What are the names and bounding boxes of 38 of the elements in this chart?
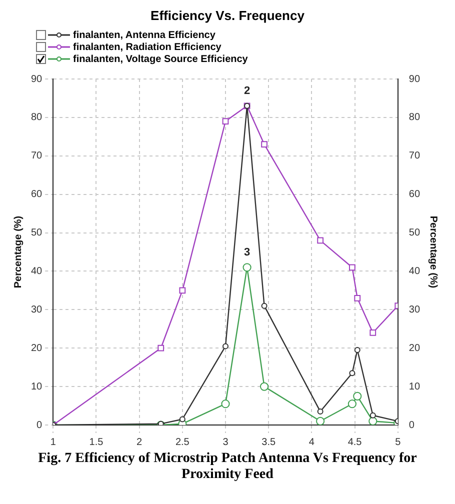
x-tick-label: 4.5 [348,436,362,448]
caption: Fig. 7 Efficiency of Microstrip Patch Antenna Vs Frequency for Proximity Feed [37,451,418,483]
y-axis-title: Percentage (%) [12,216,24,288]
y-tick-label: 90 [31,74,43,85]
y2-tick-label: 50 [408,228,420,239]
legend-label: finalanten, Radiation Efficiency [73,42,222,52]
x-tick-label: 4 [308,436,315,448]
x-tick-label: 3.5 [262,436,276,448]
y2-tick-label: 0 [408,420,415,431]
x-tick-label: 5 [395,436,402,448]
legend-label: finalanten, Antenna Efficiency [73,30,216,40]
y-tick-label: 0 [36,420,43,431]
annotation: 2 [244,84,250,97]
y-tick-label: 80 [31,112,43,124]
x-tick-label: 2.5 [175,436,190,448]
y-tick-label: 20 [31,342,43,354]
x-tick-label: 1.5 [89,436,104,448]
y-tick-label: 40 [31,266,43,277]
y2-tick-label: 70 [408,150,420,162]
x-tick-label: 1 [50,436,56,448]
y2-tick-label: 30 [408,304,420,316]
x-tick-label: 2 [136,436,143,448]
annotation: 3 [244,246,250,258]
x-tick-label: 3 [222,436,229,448]
y2-tick-label: 40 [408,266,420,277]
y2-tick-label: 90 [408,74,420,85]
y2-axis-title: Percentage (%) [427,216,438,288]
y-tick-label: 60 [31,189,43,200]
y-tick-label: 10 [31,381,43,392]
chart-title: Efficiency Vs. Frequency [150,8,306,23]
y2-tick-label: 10 [408,381,420,392]
y-tick-label: 50 [31,228,43,239]
y2-tick-label: 20 [408,342,420,354]
y-tick-label: 70 [31,150,43,162]
y-tick-label: 30 [31,304,43,316]
y2-tick-label: 60 [408,189,420,200]
y2-tick-label: 80 [408,112,420,124]
legend-label: finalanten, Voltage Source Efficiency [73,54,248,64]
